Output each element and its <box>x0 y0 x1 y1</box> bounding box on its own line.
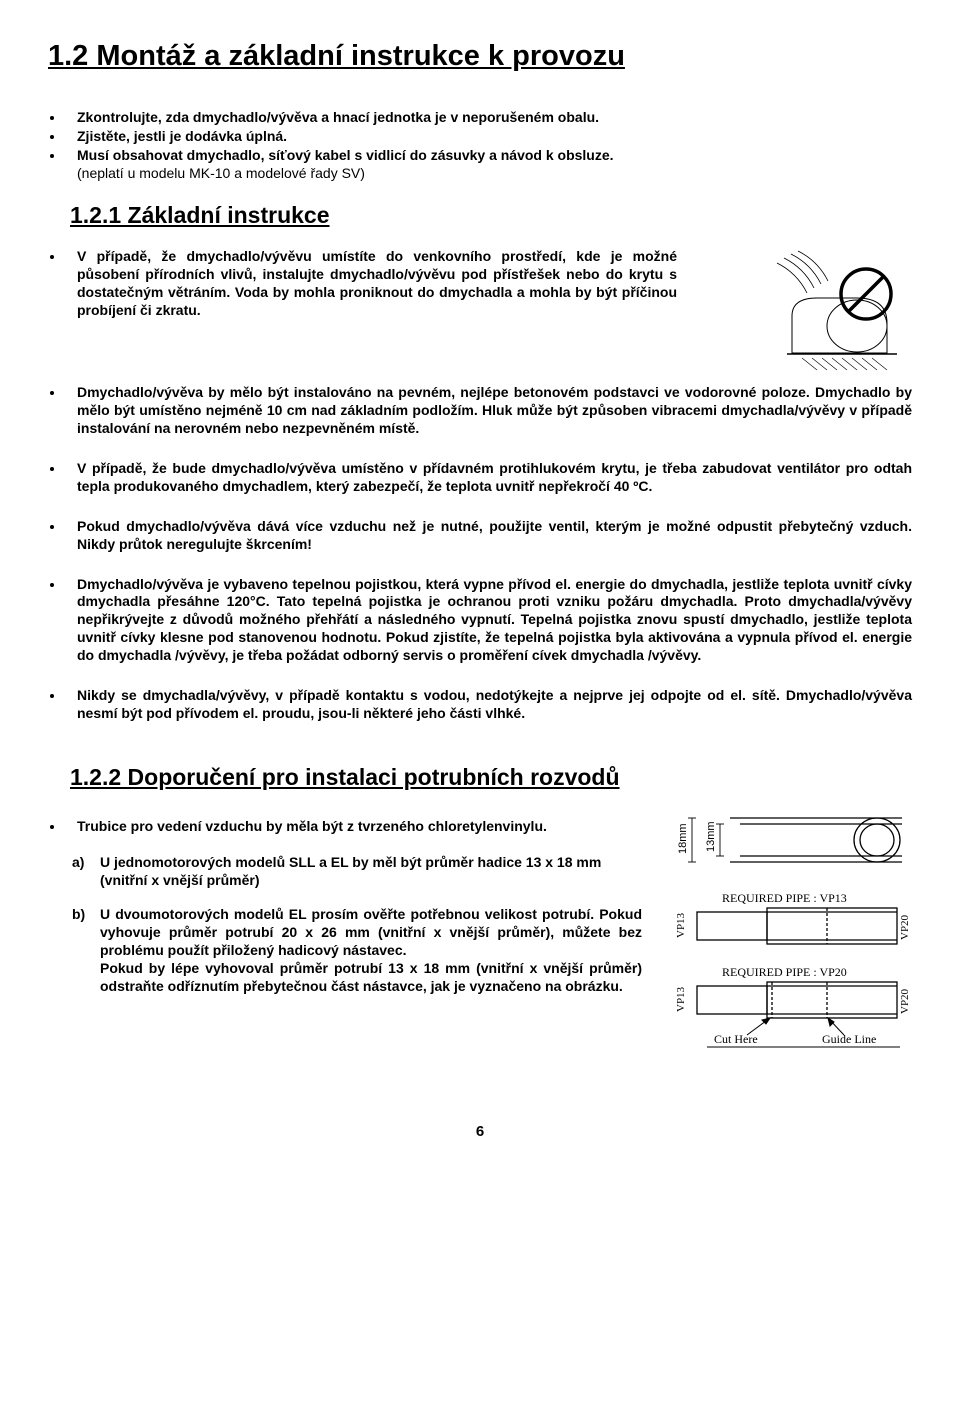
svg-text:18mm: 18mm <box>677 824 689 855</box>
section1-bullet: Pokud dmychadlo/vývěva dává více vzduchu… <box>65 518 912 554</box>
svg-text:VP13: VP13 <box>675 913 687 939</box>
section2-sublist: a) U jednomotorových modelů SLL a EL by … <box>48 854 642 995</box>
section1-bullet: Nikdy se dmychadla/vývěvy, v případě kon… <box>65 687 912 723</box>
intro-bullet: Zjistěte, jestli je dodávka úplná. <box>65 128 912 146</box>
section2-item-b: b) U dvoumotorových modelů EL prosím ově… <box>72 906 642 996</box>
svg-text:VP13: VP13 <box>675 987 687 1013</box>
item-body: U jednomotorových modelů SLL a EL by měl… <box>100 854 642 890</box>
svg-text:VP20: VP20 <box>899 989 911 1015</box>
section1-bullet: Dmychadlo/vývěva by mělo být instalováno… <box>65 384 912 438</box>
svg-text:13mm: 13mm <box>705 822 717 853</box>
svg-text:REQUIRED PIPE : VP20: REQUIRED PIPE : VP20 <box>722 965 847 979</box>
page-number: 6 <box>48 1122 912 1141</box>
section2-item-a: a) U jednomotorových modelů SLL a EL by … <box>72 854 642 890</box>
item-letter: a) <box>72 854 100 890</box>
svg-text:VP20: VP20 <box>899 915 911 941</box>
heading-121: 1.2.1 Základní instrukce <box>70 201 912 230</box>
heading-122: 1.2.2 Doporučení pro instalaci potrubníc… <box>70 763 912 792</box>
section1-list-cont: Dmychadlo/vývěva by mělo být instalováno… <box>48 384 912 723</box>
intro-note: (neplatí u modelu MK-10 a modelové řady … <box>77 165 365 181</box>
item-letter: b) <box>72 906 100 996</box>
svg-text:Guide Line: Guide Line <box>822 1032 876 1046</box>
pipe-diagram: 18mm 13mm REQUIRED PIPE : VP13 VP13 VP20… <box>662 810 912 1080</box>
intro-list: Zkontrolujte, zda dmychadlo/vývěva a hna… <box>48 109 912 183</box>
svg-text:Cut Here: Cut Here <box>714 1032 758 1046</box>
section1-bullet: Dmychadlo/vývěva je vybaveno tepelnou po… <box>65 576 912 666</box>
intro-bullet-text: Musí obsahovat dmychadlo, síťový kabel s… <box>77 147 614 163</box>
item-body: U dvoumotorových modelů EL prosím ověřte… <box>100 906 642 996</box>
intro-bullet: Musí obsahovat dmychadlo, síťový kabel s… <box>65 147 912 183</box>
section1-bullet: V případě, že dmychadlo/vývěvu umístíte … <box>65 248 677 320</box>
no-water-icon <box>762 248 912 376</box>
intro-bullet: Zkontrolujte, zda dmychadlo/vývěva a hna… <box>65 109 912 127</box>
svg-text:REQUIRED PIPE : VP13: REQUIRED PIPE : VP13 <box>722 891 847 905</box>
heading-main: 1.2 Montáž a základní instrukce k provoz… <box>48 38 912 75</box>
section1-bullet: V případě, že bude dmychadlo/vývěva umís… <box>65 460 912 496</box>
